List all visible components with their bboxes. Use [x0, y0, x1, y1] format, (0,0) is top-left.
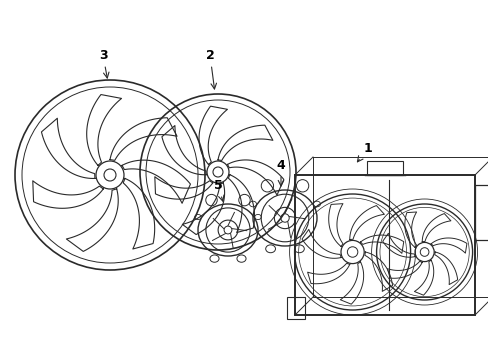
- Text: 5: 5: [213, 179, 224, 201]
- Bar: [474, 185, 488, 240]
- Text: 1: 1: [357, 141, 372, 162]
- Bar: [366, 161, 402, 175]
- Text: 4: 4: [276, 158, 285, 186]
- Bar: [286, 297, 305, 319]
- Text: 2: 2: [205, 49, 216, 89]
- Text: 3: 3: [99, 49, 109, 78]
